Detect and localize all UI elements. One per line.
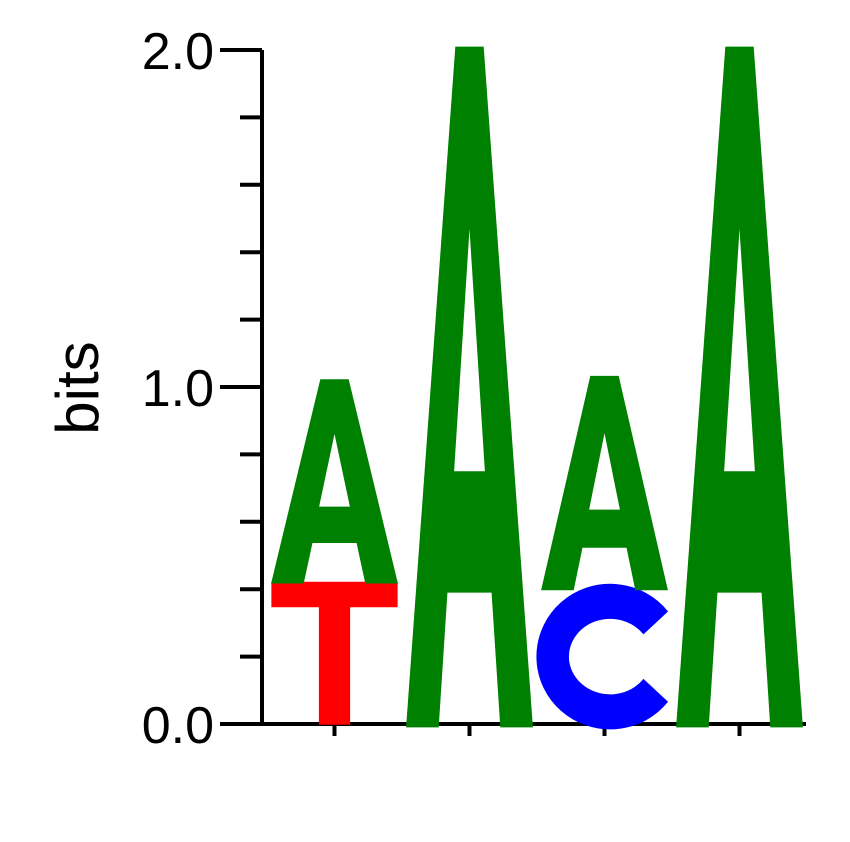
letter-a <box>407 50 532 724</box>
y-axis: 0.0 1.0 2.0 bits <box>44 23 264 755</box>
letter-c <box>553 601 656 712</box>
logo-column <box>407 50 532 724</box>
y-tick-label: 2.0 <box>142 23 214 81</box>
letter-a <box>677 50 802 724</box>
logo-column <box>677 50 802 724</box>
logo-column <box>540 375 669 712</box>
y-axis-title: bits <box>44 341 111 434</box>
letter-t <box>271 581 398 725</box>
y-tick-label: 0.0 <box>142 697 214 755</box>
x-axis <box>262 722 806 736</box>
letter-a <box>270 379 399 584</box>
letter-a <box>540 375 669 591</box>
logo-column <box>270 379 399 725</box>
letter-stacks <box>270 50 802 725</box>
y-tick-label: 1.0 <box>142 360 214 418</box>
